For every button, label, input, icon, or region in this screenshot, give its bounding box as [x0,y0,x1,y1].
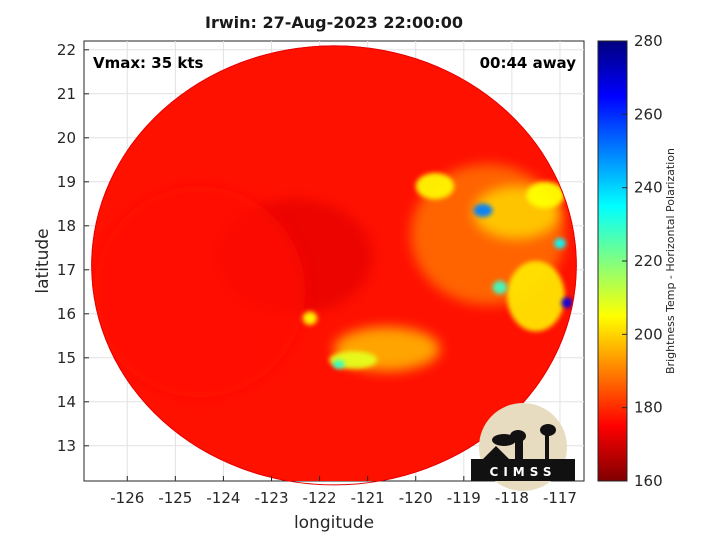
x-tick-label: -122 [303,489,337,507]
x-tick-label: -126 [110,489,144,507]
satellite-dish-icon [492,434,516,446]
y-tick-label: 13 [57,437,76,455]
colorbar-tick-label: 180 [634,399,663,417]
x-tick-label: -117 [543,489,577,507]
brightness-feature [526,181,565,209]
y-tick-label: 18 [57,217,76,235]
y-tick-label: 16 [57,305,76,323]
y-tick-label: 14 [57,393,76,411]
water-tower-icon [545,432,549,459]
vmax-label: Vmax: 35 kts [93,54,203,72]
brightness-feature [333,360,345,369]
colorbar-label: Brightness Temp - Horizontal Polarizatio… [664,148,677,374]
x-tick-label: -124 [206,489,240,507]
x-tick-label: -125 [158,489,192,507]
colorbar-tick-label: 240 [634,179,663,197]
colorbar-tick-label: 260 [634,105,663,123]
x-tick-label: -120 [399,489,433,507]
y-tick-label: 22 [57,41,76,59]
colorbar-tick-label: 280 [634,32,663,50]
y-tick-label: 15 [57,349,76,367]
brightness-feature [302,311,318,325]
cimss-logo-text: CIMSS [490,465,557,479]
x-tick-label: -123 [254,489,288,507]
y-tick-label: 21 [57,85,76,103]
x-tick-labels: -126 -125 -124 -123 -122 -121 -120 -119 -118 -117 [110,476,577,507]
brightness-feature [93,186,306,398]
x-axis-label: longitude [294,513,374,533]
y-tick-labels: 13 14 15 16 17 18 19 20 21 22 [57,41,89,455]
y-tick-label: 17 [57,261,76,279]
colorbar-tick-label: 160 [634,472,663,490]
map-title: Irwin: 27-Aug-2023 22:00:00 [205,13,463,32]
brightness-feature [554,238,566,249]
colorbar-tick-label: 200 [634,325,663,343]
y-tick-label: 19 [57,173,76,191]
x-tick-label: -118 [495,489,529,507]
cimss-logo: CIMSS [471,403,575,491]
y-axis-label: latitude [33,228,53,293]
brightness-feature [492,280,508,294]
brightness-feature [473,203,493,217]
brightness-feature [507,261,565,332]
colorbar-tick-label: 220 [634,252,663,270]
brightness-feature [561,297,573,309]
colorbar-tick-labels: 160 180 200 220 240 260 280 [622,32,663,490]
time-away-label: 00:44 away [480,54,577,72]
brightness-feature [415,173,455,200]
y-tick-label: 20 [57,129,76,147]
building-icon [483,446,509,459]
brightness-swath [91,45,577,486]
x-tick-label: -121 [351,489,385,507]
x-tick-label: -119 [447,489,481,507]
